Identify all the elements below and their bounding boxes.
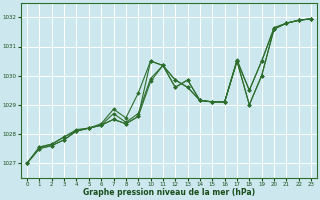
X-axis label: Graphe pression niveau de la mer (hPa): Graphe pression niveau de la mer (hPa) xyxy=(83,188,255,197)
